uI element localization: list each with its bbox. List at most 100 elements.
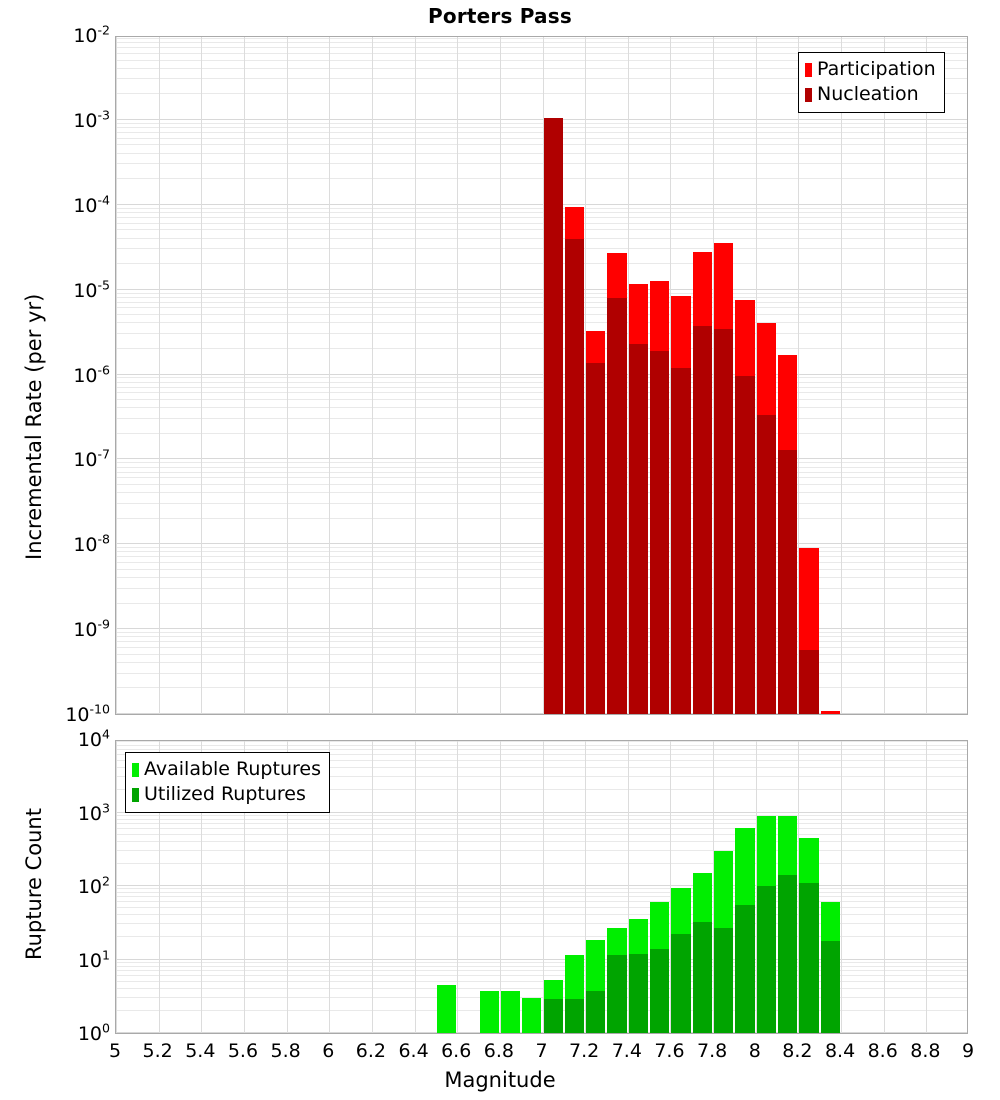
gridline-horizontal xyxy=(116,741,967,743)
bar-segment-utilized xyxy=(564,999,585,1033)
gridline-horizontal xyxy=(116,987,967,989)
gridline-vertical xyxy=(457,741,459,1033)
gridline-horizontal xyxy=(116,980,967,982)
y-axis-tick-label: 104 xyxy=(77,726,110,751)
gridline-horizontal xyxy=(116,407,967,409)
legend-item-participation[interactable]: Participation xyxy=(805,57,936,82)
bar-segment-utilized xyxy=(543,999,563,1033)
y-axis-tick-label: 10-2 xyxy=(73,22,110,47)
gridline-horizontal xyxy=(116,923,967,925)
gridline-horizontal xyxy=(116,432,967,434)
bar-segment-nucleation xyxy=(692,326,713,714)
gridline-horizontal xyxy=(116,248,967,250)
gridline-horizontal xyxy=(116,965,967,967)
gridline-vertical xyxy=(542,37,544,714)
gridline-horizontal xyxy=(116,568,967,570)
gridline-horizontal xyxy=(116,471,967,473)
gridline-horizontal xyxy=(116,333,967,335)
gridline-vertical xyxy=(116,741,117,1033)
available-ruptures-swatch xyxy=(132,762,139,777)
y-axis-tick-label: 10-9 xyxy=(73,616,110,642)
x-axis-tick-label: 6.8 xyxy=(483,1040,514,1062)
gridline-horizontal xyxy=(116,551,967,553)
gridline-vertical xyxy=(670,741,672,1033)
gridline-horizontal xyxy=(116,974,967,976)
x-axis-tick-label: 6.6 xyxy=(441,1040,472,1062)
gridline-vertical xyxy=(201,741,203,1033)
gridline-horizontal xyxy=(116,373,967,375)
gridline-horizontal xyxy=(116,653,967,655)
x-axis-tick-label: 8.4 xyxy=(824,1040,856,1062)
gridline-horizontal xyxy=(116,749,967,751)
gridline-vertical xyxy=(457,37,459,714)
gridline-vertical xyxy=(585,37,587,714)
y-axis-tick-label: 102 xyxy=(77,873,110,898)
gridline-horizontal xyxy=(116,322,967,324)
gridline-horizontal xyxy=(116,137,967,139)
legend-label-utilized-ruptures: Utilized Ruptures xyxy=(144,783,306,805)
nucleation-swatch xyxy=(805,87,812,102)
bar-segment-nucleation xyxy=(564,238,585,714)
gridline-horizontal xyxy=(116,562,967,564)
gridline-horizontal xyxy=(116,661,967,663)
gridline-vertical xyxy=(329,37,331,714)
bottom-y-axis-title: Rupture Count xyxy=(22,808,46,960)
gridline-horizontal xyxy=(116,961,967,963)
gridline-horizontal xyxy=(116,822,967,824)
legend-item-available-ruptures[interactable]: Available Ruptures xyxy=(132,757,321,782)
gridline-horizontal xyxy=(116,745,967,747)
bar-segment-available xyxy=(522,997,542,1033)
gridline-horizontal xyxy=(116,377,967,379)
x-axis-tick-label: 7.8 xyxy=(696,1040,728,1062)
gridline-vertical xyxy=(542,741,544,1033)
x-axis-tick-label: 8.2 xyxy=(782,1040,813,1062)
x-axis-tick-label: 5.6 xyxy=(227,1040,259,1062)
x-axis-tick-label: 6.4 xyxy=(398,1040,429,1062)
legend-label-participation: Participation xyxy=(817,58,936,80)
gridline-horizontal xyxy=(116,458,967,460)
legend-item-utilized-ruptures[interactable]: Utilized Ruptures xyxy=(132,782,321,807)
gridline-horizontal xyxy=(116,144,967,146)
gridline-horizontal xyxy=(116,672,967,674)
gridline-vertical xyxy=(371,37,373,714)
x-axis-tick-label: 9 xyxy=(961,1040,975,1062)
x-axis-tick-label: 5.4 xyxy=(185,1040,216,1062)
gridline-vertical xyxy=(243,37,245,714)
gridline-horizontal xyxy=(116,178,967,180)
gridline-horizontal xyxy=(116,132,967,134)
gridline-horizontal xyxy=(116,216,967,218)
gridline-vertical xyxy=(116,37,117,714)
legend-label-available-ruptures: Available Ruptures xyxy=(144,758,321,780)
legend-item-nucleation[interactable]: Nucleation xyxy=(805,82,936,107)
x-axis-tick-label: 6 xyxy=(322,1040,335,1062)
bar-segment-utilized xyxy=(586,991,606,1033)
gridline-horizontal xyxy=(116,67,967,69)
gridline-horizontal xyxy=(116,386,967,388)
gridline-horizontal xyxy=(116,203,967,205)
gridline-horizontal xyxy=(116,907,967,909)
gridline-horizontal xyxy=(116,885,967,886)
gridline-horizontal xyxy=(116,47,967,49)
gridline-horizontal xyxy=(116,547,967,549)
gridline-horizontal xyxy=(116,263,967,265)
gridline-horizontal xyxy=(116,896,967,898)
bar-segment-available xyxy=(436,985,457,1033)
y-axis-tick-label: 10-4 xyxy=(73,192,110,217)
gridline-horizontal xyxy=(116,122,967,124)
gridline-vertical xyxy=(158,741,160,1033)
x-axis-tick-label: 5 xyxy=(108,1040,122,1062)
gridline-horizontal xyxy=(116,556,967,558)
gridline-horizontal xyxy=(116,42,967,44)
gridline-vertical xyxy=(883,741,885,1033)
gridline-horizontal xyxy=(116,789,967,791)
gridline-horizontal xyxy=(116,462,967,464)
gridline-horizontal xyxy=(116,840,967,842)
gridline-horizontal xyxy=(116,914,967,916)
gridline-vertical xyxy=(286,37,288,714)
gridline-horizontal xyxy=(116,296,967,298)
gridline-horizontal xyxy=(116,862,967,864)
x-axis-tick-label: 7 xyxy=(535,1040,548,1062)
gridline-vertical xyxy=(755,741,757,1033)
gridline-horizontal xyxy=(116,502,967,504)
